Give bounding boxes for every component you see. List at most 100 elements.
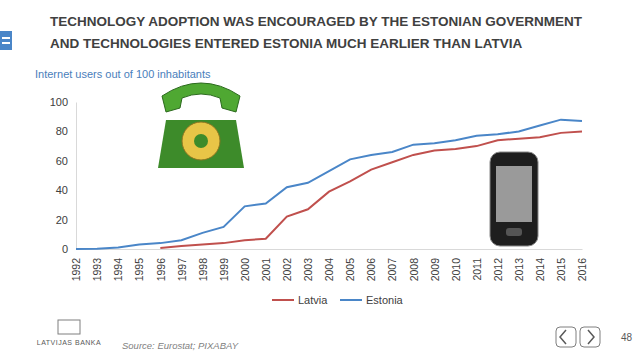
x-tick-label: 2008 [408, 258, 420, 282]
x-tick-label: 1993 [91, 258, 103, 282]
y-tick-label: 60 [56, 155, 68, 167]
phone-dial-center [194, 134, 208, 148]
x-tick: 1995 [133, 254, 145, 281]
x-tick: 2008 [408, 254, 420, 281]
phone-handset [162, 83, 240, 112]
x-tick: 1998 [197, 254, 209, 281]
x-tick-label: 2013 [513, 258, 525, 282]
y-tick: 60 [56, 155, 76, 167]
x-tick: 2000 [239, 254, 251, 281]
x-tick-label: 2016 [576, 258, 588, 282]
side-icon-bar [2, 42, 10, 44]
x-tick-label: 1997 [176, 258, 188, 282]
y-tick-label: 80 [56, 125, 68, 137]
legend-swatch [340, 299, 362, 301]
subtitle: Internet users out of 100 inhabitants [35, 68, 211, 80]
slide: TECHNOLOGY ADOPTION WAS ENCOURAGED BY TH… [0, 0, 638, 359]
x-tick: 1999 [218, 254, 230, 281]
nav-arrow [560, 330, 566, 344]
x-tick: 2010 [450, 254, 462, 281]
x-tick-label: 2006 [365, 258, 377, 282]
logo: LATVIJAS BANKA [37, 320, 101, 346]
navigation [556, 327, 600, 347]
title: AND TECHNOLOGIES ENTERED ESTONIA MUCH EA… [50, 36, 523, 51]
x-tick: 2013 [513, 254, 525, 281]
x-tick-label: 2014 [534, 258, 546, 282]
mobile-button [506, 228, 522, 236]
x-tick: 2003 [302, 254, 314, 281]
x-tick: 2012 [492, 254, 504, 281]
x-tick-label: 1994 [112, 258, 124, 282]
legend-label: Latvia [298, 294, 328, 306]
x-tick: 1992 [70, 254, 82, 281]
x-tick-label: 2012 [492, 258, 504, 282]
x-tick-label: 2001 [260, 258, 272, 282]
x-tick-label: 1996 [155, 258, 167, 282]
mobile-body [490, 152, 538, 246]
y-tick: 80 [56, 125, 76, 137]
y-tick-label: 20 [56, 214, 68, 226]
x-tick-label: 1998 [197, 258, 209, 282]
x-tick: 2011 [471, 254, 483, 281]
x-tick-label: 2004 [323, 258, 335, 282]
x-axis-line [77, 249, 583, 250]
page-number: 48 [621, 332, 633, 343]
x-tick-label: 2011 [471, 258, 483, 281]
y-tick-label: 40 [56, 184, 68, 196]
nav-button[interactable] [556, 327, 576, 347]
x-tick: 2002 [281, 254, 293, 281]
x-tick-label: 1992 [70, 258, 82, 282]
x-tick: 2014 [534, 254, 546, 281]
x-tick: 2004 [323, 254, 335, 281]
series-line [160, 131, 582, 248]
x-tick-label: 2010 [450, 258, 462, 282]
x-tick-label: 1995 [133, 258, 145, 282]
x-tick-label: 2009 [429, 258, 441, 282]
x-tick: 1997 [176, 254, 188, 281]
source: Source: Eurostat; PIXABAY [122, 340, 239, 351]
x-tick: 2006 [365, 254, 377, 281]
x-tick: 1993 [91, 254, 103, 281]
logo-text: LATVIJAS BANKA [37, 339, 101, 346]
side-icon-box [0, 31, 12, 50]
x-tick: 2009 [429, 254, 441, 281]
x-tick: 2007 [386, 254, 398, 281]
x-tick: 1994 [112, 254, 124, 281]
x-tick-label: 2005 [344, 258, 356, 282]
x-tick: 2005 [344, 254, 356, 281]
x-tick: 2016 [576, 254, 588, 281]
nav-button[interactable] [580, 327, 600, 347]
y-tick: 100 [50, 96, 76, 108]
y-axis: 0 20 40 60 80 100 [50, 96, 77, 255]
phone-dial [182, 122, 220, 160]
x-tick-label: 1999 [218, 258, 230, 282]
y-tick-label: 0 [62, 243, 68, 255]
y-tick-label: 100 [50, 96, 68, 108]
nav-arrow [588, 330, 594, 344]
side-icon [0, 31, 12, 50]
x-tick: 1996 [155, 254, 167, 281]
x-axis: 1992 1993 1994 1995 1996 1997 1998 1999 2000 2001… [70, 250, 588, 282]
y-tick: 40 [56, 184, 76, 196]
side-icon-bar [2, 37, 10, 39]
title: TECHNOLOGY ADOPTION WAS ENCOURAGED BY TH… [50, 14, 583, 29]
y-tick: 0 [62, 243, 76, 255]
x-tick: 2001 [260, 254, 272, 281]
legend-label: Estonia [366, 294, 404, 306]
legend: Latvia Estonia [272, 294, 404, 306]
x-tick: 2015 [555, 254, 567, 281]
mobile-screen [496, 166, 532, 222]
y-axis-line [76, 103, 77, 250]
y-tick: 20 [56, 214, 76, 226]
x-tick-label: 2000 [239, 258, 251, 282]
series-line [76, 120, 582, 249]
x-tick-label: 2007 [386, 258, 398, 282]
logo-emblem [58, 320, 80, 334]
x-tick-label: 2002 [281, 258, 293, 282]
x-tick-label: 2015 [555, 258, 567, 282]
mobile-icon [490, 152, 538, 246]
phone-body [158, 120, 244, 168]
legend-swatch [272, 299, 294, 301]
plot-area [76, 120, 582, 249]
phone-icon [158, 83, 244, 168]
